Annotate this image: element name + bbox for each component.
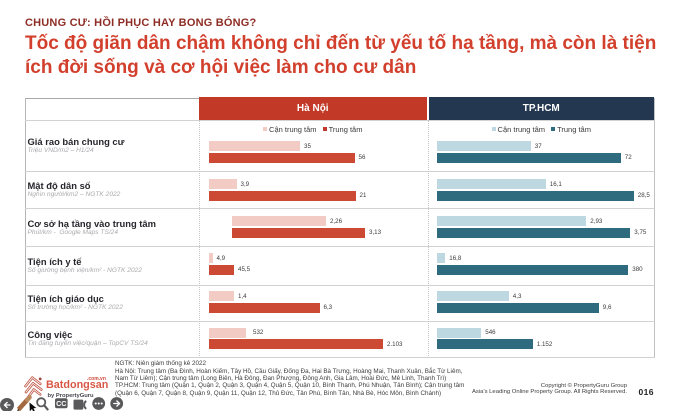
svg-text:CC: CC — [56, 399, 66, 408]
